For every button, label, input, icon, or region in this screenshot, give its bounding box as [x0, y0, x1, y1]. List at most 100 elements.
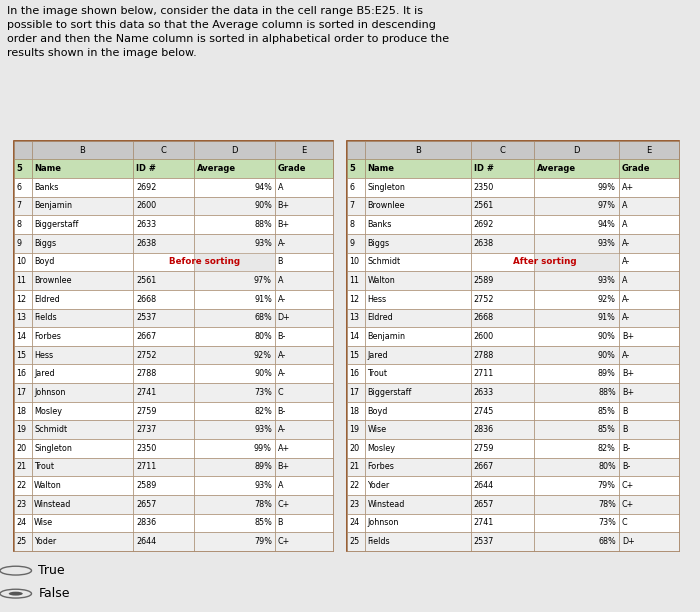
Text: Singleton: Singleton: [34, 444, 72, 453]
Text: Yoder: Yoder: [34, 537, 56, 546]
Bar: [275, 439, 332, 458]
Bar: [471, 253, 534, 271]
Bar: [134, 476, 194, 495]
Bar: [14, 215, 32, 234]
Text: 2537: 2537: [474, 537, 494, 546]
Bar: [471, 532, 534, 551]
Text: 2589: 2589: [474, 276, 494, 285]
Bar: [346, 327, 365, 346]
Bar: [275, 308, 332, 327]
Bar: [134, 159, 194, 178]
Bar: [471, 215, 534, 234]
Bar: [346, 495, 365, 513]
Text: D+: D+: [278, 313, 290, 323]
Bar: [365, 364, 471, 383]
Text: ID #: ID #: [474, 164, 494, 173]
Text: 93%: 93%: [598, 276, 616, 285]
Text: 78%: 78%: [598, 500, 616, 509]
Text: 68%: 68%: [254, 313, 272, 323]
Bar: [365, 234, 471, 253]
Text: 92%: 92%: [254, 351, 272, 360]
Text: 68%: 68%: [598, 537, 616, 546]
Text: A-: A-: [622, 258, 630, 266]
Text: Mosley: Mosley: [368, 444, 395, 453]
Text: 2752: 2752: [136, 351, 157, 360]
Bar: [619, 495, 679, 513]
Bar: [534, 196, 619, 215]
Bar: [619, 401, 679, 420]
Text: 15: 15: [349, 351, 359, 360]
Text: A+: A+: [622, 183, 634, 192]
Bar: [275, 178, 332, 196]
Bar: [32, 476, 134, 495]
Text: 89%: 89%: [598, 369, 616, 378]
Bar: [14, 532, 32, 551]
Text: 90%: 90%: [598, 332, 616, 341]
Text: Grade: Grade: [278, 164, 306, 173]
Text: D: D: [231, 146, 238, 155]
Bar: [194, 308, 275, 327]
Bar: [134, 271, 194, 290]
Text: 16: 16: [349, 369, 359, 378]
Bar: [346, 401, 365, 420]
Text: Biggs: Biggs: [368, 239, 390, 248]
Text: 73%: 73%: [598, 518, 616, 528]
Text: Johnson: Johnson: [34, 388, 65, 397]
Text: E: E: [301, 146, 307, 155]
Text: 2561: 2561: [474, 201, 494, 211]
Bar: [275, 495, 332, 513]
Bar: [134, 290, 194, 308]
Bar: [32, 234, 134, 253]
Text: A: A: [278, 481, 284, 490]
Text: 2745: 2745: [474, 406, 494, 416]
Text: A-: A-: [278, 351, 286, 360]
Bar: [194, 215, 275, 234]
Bar: [275, 290, 332, 308]
Text: 93%: 93%: [254, 425, 272, 434]
Text: Benjamin: Benjamin: [368, 332, 405, 341]
Bar: [14, 178, 32, 196]
Bar: [275, 458, 332, 476]
Bar: [194, 234, 275, 253]
Text: D: D: [573, 146, 580, 155]
Text: A-: A-: [278, 425, 286, 434]
Bar: [32, 215, 134, 234]
Text: 10: 10: [17, 258, 27, 266]
Bar: [346, 290, 365, 308]
Text: 15: 15: [17, 351, 27, 360]
Text: Boyd: Boyd: [34, 258, 55, 266]
Text: 7: 7: [349, 201, 354, 211]
Bar: [365, 196, 471, 215]
Text: Boyd: Boyd: [368, 406, 388, 416]
Text: 5: 5: [17, 164, 22, 173]
Text: 85%: 85%: [254, 518, 272, 528]
Text: 2667: 2667: [136, 332, 156, 341]
Text: In the image shown below, consider the data in the cell range B5:E25. It is
poss: In the image shown below, consider the d…: [7, 6, 449, 58]
Bar: [32, 383, 134, 401]
Bar: [32, 495, 134, 513]
Bar: [134, 513, 194, 532]
Bar: [275, 215, 332, 234]
Bar: [134, 364, 194, 383]
Text: 19: 19: [17, 425, 27, 434]
Text: A-: A-: [622, 313, 630, 323]
Text: 88%: 88%: [254, 220, 272, 229]
Text: 2644: 2644: [474, 481, 494, 490]
Text: 2350: 2350: [474, 183, 494, 192]
Bar: [14, 458, 32, 476]
Bar: [534, 178, 619, 196]
Bar: [619, 327, 679, 346]
Text: 2737: 2737: [136, 425, 156, 434]
Text: C+: C+: [278, 500, 290, 509]
Text: 82%: 82%: [254, 406, 272, 416]
Bar: [534, 271, 619, 290]
Bar: [14, 439, 32, 458]
Bar: [346, 420, 365, 439]
Text: 80%: 80%: [598, 463, 616, 471]
Text: 9: 9: [17, 239, 22, 248]
Text: B: B: [415, 146, 421, 155]
Text: ID #: ID #: [136, 164, 156, 173]
Bar: [365, 383, 471, 401]
Text: 78%: 78%: [254, 500, 272, 509]
Bar: [194, 439, 275, 458]
